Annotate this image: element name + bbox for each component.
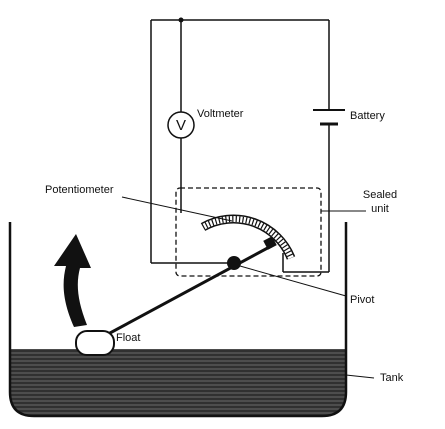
float-arm bbox=[96, 242, 276, 342]
sealed-unit-box bbox=[175, 187, 322, 277]
tank-outline bbox=[8, 222, 348, 418]
wiper-contact bbox=[263, 236, 277, 250]
junction-dot bbox=[178, 17, 184, 23]
pivot-label: Pivot bbox=[350, 294, 374, 306]
sealed-unit-label-line2: unit bbox=[371, 203, 389, 215]
tank-liquid bbox=[10, 349, 346, 416]
upward-arrow-icon bbox=[54, 234, 91, 327]
voltmeter-label: Voltmeter bbox=[197, 108, 244, 120]
potentiometer-label: Potentiometer bbox=[45, 184, 114, 196]
tank-leader bbox=[345, 374, 375, 379]
voltmeter-symbol: V bbox=[176, 117, 186, 134]
potentiometer-hatching bbox=[201, 216, 294, 260]
float-icon bbox=[75, 330, 115, 356]
float-label: Float bbox=[116, 332, 140, 344]
circuit-wiring bbox=[150, 19, 330, 273]
voltmeter-icon bbox=[167, 111, 195, 139]
sealed-unit-label-line1: Sealed bbox=[363, 189, 397, 201]
potentiometer-leader bbox=[121, 196, 233, 222]
pivot-leader bbox=[239, 265, 347, 297]
battery-label: Battery bbox=[350, 110, 385, 122]
pivot-icon bbox=[227, 256, 241, 270]
tank-label: Tank bbox=[380, 372, 404, 384]
